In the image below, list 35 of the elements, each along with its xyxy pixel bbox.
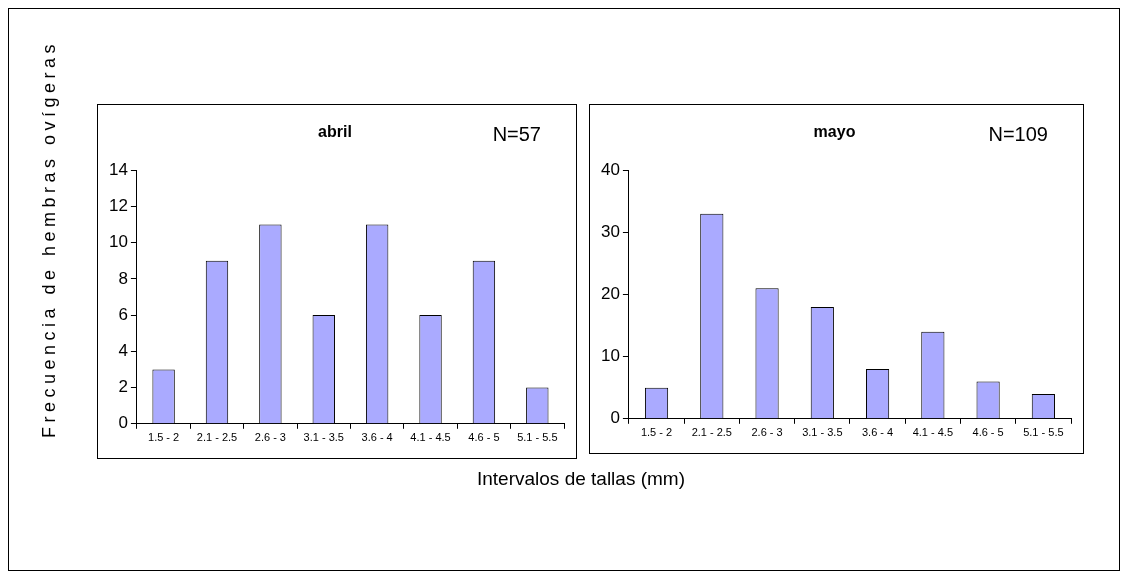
- x-tick-label: 2.1 - 2.5: [691, 426, 732, 439]
- y-tick-label: 4: [118, 341, 128, 361]
- x-tick-label: 2.6 - 3: [751, 426, 783, 439]
- text: N=57: [492, 122, 541, 145]
- y-tick-label: 20: [600, 284, 620, 304]
- y-tick-label: 2: [118, 377, 128, 397]
- x-tick-label: 3.1 - 3.5: [802, 426, 843, 439]
- chart-title: abril: [318, 123, 352, 141]
- y-tick-label: 10: [108, 232, 128, 252]
- x-tick-label: 4.1 - 4.5: [410, 431, 451, 444]
- x-tick-label: 3.1 - 3.5: [303, 431, 344, 444]
- x-tick-label: 3.6 - 4: [861, 426, 894, 439]
- text: N=109: [988, 122, 1048, 145]
- y-tick-label: 10: [600, 346, 620, 366]
- y-tick-label: 14: [108, 159, 128, 179]
- y-axis-title: Frecuencia de hembras ovígeras: [38, 39, 60, 439]
- y-tick-label: 12: [108, 196, 128, 216]
- y-tick-label: 40: [600, 159, 620, 179]
- x-tick-label: 4.1 - 4.5: [912, 426, 954, 439]
- x-tick-label: 2.1 - 2.5: [196, 431, 238, 444]
- x-tick-label: 1.5 - 2: [148, 431, 180, 444]
- y-tick-label: 8: [118, 268, 128, 288]
- x-tick-label: 4.6 - 5: [972, 426, 1004, 439]
- x-tick-label: 4.6 - 5: [468, 431, 500, 444]
- x-tick-label: 2.6 - 3: [254, 431, 286, 444]
- y-tick-label: 30: [600, 222, 620, 242]
- x-axis-title: Intervalos de tallas (mm): [476, 468, 686, 490]
- x-tick-label: 1.5 - 2: [640, 426, 673, 439]
- x-tick-label: 5.1 - 5.5: [1023, 426, 1064, 439]
- y-tick-label: 0: [610, 408, 620, 428]
- y-tick-label: 6: [118, 304, 128, 324]
- y-tick-label: 0: [118, 413, 128, 433]
- x-tick-label: 5.1 - 5.5: [517, 431, 558, 444]
- x-tick-label: 3.6 - 4: [361, 431, 393, 444]
- chart-title: mayo: [813, 123, 856, 141]
